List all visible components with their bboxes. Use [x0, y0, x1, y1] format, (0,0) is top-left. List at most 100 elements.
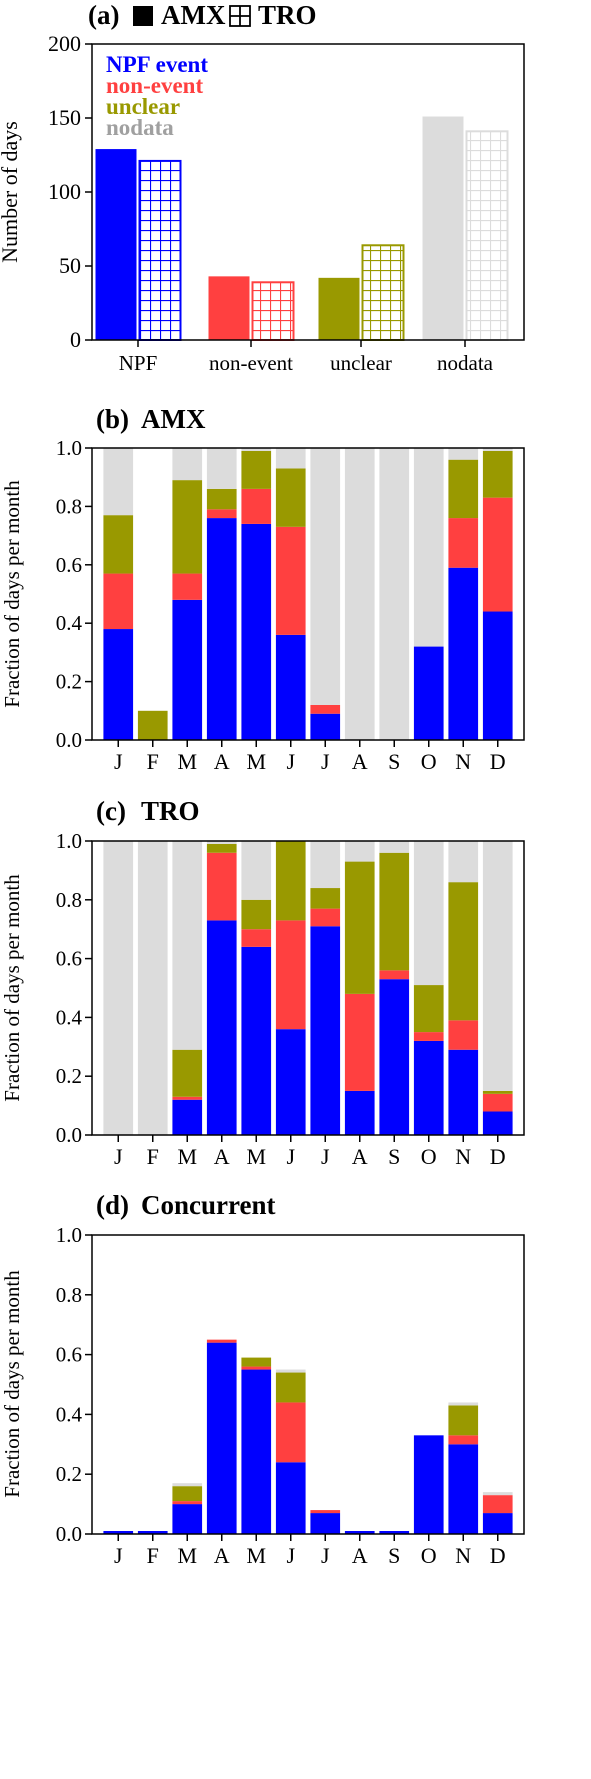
bar-segment-nodata [275, 448, 306, 469]
panel-b-x-tick-label: M [177, 749, 197, 774]
panel-d-plot-frame [91, 1234, 525, 1535]
bar-segment-non-event [482, 1495, 513, 1514]
panel-b-x-tick-label: N [455, 749, 471, 774]
legend-non-event: non-event [106, 73, 203, 98]
bar-segment-non-event [379, 970, 410, 980]
legend-tro-symbol [229, 5, 251, 27]
bar-segment-non-event [241, 488, 272, 524]
panel-a-y-tick-label: 200 [48, 31, 81, 56]
panel-b-x-tick-label: M [246, 749, 266, 774]
panel-c-x-tick-label: O [421, 1144, 437, 1169]
bar-segment-unclear [275, 841, 306, 921]
bar-segment-non-event [275, 526, 306, 635]
bar-segment-nodata [482, 841, 513, 1091]
panel-c-x-tick-label: D [490, 1144, 506, 1169]
bar-segment-nodata [206, 448, 237, 489]
bar-segment-non-event [448, 1435, 479, 1445]
bar-segment-npf [206, 518, 237, 740]
bar-segment-npf [413, 1040, 444, 1135]
panel-d-x-tick-label: S [388, 1543, 400, 1568]
filled-square-icon [133, 6, 153, 26]
bar-segment-unclear [172, 480, 203, 574]
bar-segment-npf [206, 920, 237, 1135]
bar-segment-non-event [241, 929, 272, 947]
panel-c-x-tick-label: J [114, 1144, 123, 1169]
bar-segment-non-event [241, 1366, 272, 1370]
bar-segment-npf [172, 1099, 203, 1135]
bar-segment-unclear [482, 450, 513, 498]
panel-b-y-tick-label: 1.0 [56, 436, 82, 460]
bar-segment-nodata [275, 1369, 306, 1373]
panel-c-x-tick-label: M [177, 1144, 197, 1169]
bar-segment-npf [241, 1369, 272, 1534]
panel-b-y-tick-label: 0.0 [56, 728, 82, 752]
panel-d-x-tick-label: J [286, 1543, 295, 1568]
bar-segment-npf [310, 926, 341, 1135]
bar-segment-unclear [379, 852, 410, 971]
bar-segment-nodata [172, 1483, 203, 1487]
panel-c-title: TRO [141, 796, 200, 826]
panel-a-legend-tro: TRO [258, 0, 317, 30]
bar-amx-npf [95, 149, 137, 340]
bar-segment-nodata [344, 448, 375, 740]
panel-c-x-tick-label: F [147, 1144, 159, 1169]
bar-segment-non-event [206, 852, 237, 921]
panel-c-x-tick-label: M [246, 1144, 266, 1169]
panel-d-y-tick-label: 1.0 [56, 1223, 82, 1247]
bar-tro-unclear [361, 244, 405, 341]
panel-d-x-tick-label: O [421, 1543, 437, 1568]
bar-segment-non-event [482, 497, 513, 612]
bar-amx-unclear [318, 277, 360, 340]
panel-a-marks [95, 116, 509, 341]
bar-segment-unclear [448, 1405, 479, 1436]
panel-b-title: AMX [141, 404, 206, 434]
panel-d-y-tick-label: 0.6 [56, 1343, 82, 1367]
bar-segment-nodata [103, 448, 134, 516]
panel-c-x-tick-label: A [352, 1144, 368, 1169]
panel-a-y-axis: 0 50 100 150 200 [48, 31, 92, 352]
panel-d-x-tick-label: F [147, 1543, 159, 1568]
panel-a-x-axis: NPF non-event unclear nodata [119, 340, 494, 375]
panel-c-y-tick-label: 0.8 [56, 888, 82, 912]
panel-c-x-tick-label: J [321, 1144, 330, 1169]
bar-segment-npf [310, 713, 341, 740]
panel-a-y-axis-title: Number of days [0, 121, 22, 263]
bar-segment-nodata [241, 841, 272, 900]
bar-segment-unclear [137, 710, 168, 740]
bar-segment-nodata [344, 841, 375, 862]
bar-segment-non-event [172, 1501, 203, 1505]
legend-nodata: nodata [106, 115, 174, 140]
bar-segment-npf [344, 1531, 375, 1534]
bar-segment-npf [137, 1531, 168, 1534]
bar-segment-unclear [172, 1049, 203, 1097]
panel-d-y-tick-label: 0.2 [56, 1462, 82, 1486]
panel-d-label: (d) [96, 1190, 129, 1220]
bar-segment-non-event [206, 1339, 237, 1343]
bar-amx-nodata [422, 116, 464, 341]
panel-a-x-tick-label: unclear [330, 351, 392, 375]
bar-segment-unclear [206, 488, 237, 510]
panel-c-y-tick-label: 0.0 [56, 1123, 82, 1147]
bar-segment-nodata [482, 1492, 513, 1496]
bar-segment-npf [241, 946, 272, 1135]
bar-segment-npf [379, 979, 410, 1135]
bar-segment-nodata [413, 448, 444, 647]
bar-segment-npf [413, 646, 444, 740]
bar-segment-npf [413, 1435, 444, 1534]
panel-d-y-tick-label: 0.8 [56, 1283, 82, 1307]
panel-c-plot-frame [91, 840, 525, 1136]
bar-segment-unclear [206, 843, 237, 853]
bar-segment-non-event [172, 573, 203, 600]
panel-c-x-tick-label: A [214, 1144, 230, 1169]
legend-amx-symbol [133, 6, 153, 26]
legend-unclear: unclear [106, 94, 180, 119]
panel-c-y-tick-label: 0.2 [56, 1064, 82, 1088]
bar-segment-nodata [137, 841, 168, 1135]
bar-segment-npf [241, 523, 272, 740]
panel-d-x-tick-label: M [177, 1543, 197, 1568]
panel-a-legend-amx: AMX [161, 0, 226, 30]
bar-tro-npf [138, 159, 182, 341]
bar-segment-non-event [448, 1020, 479, 1050]
